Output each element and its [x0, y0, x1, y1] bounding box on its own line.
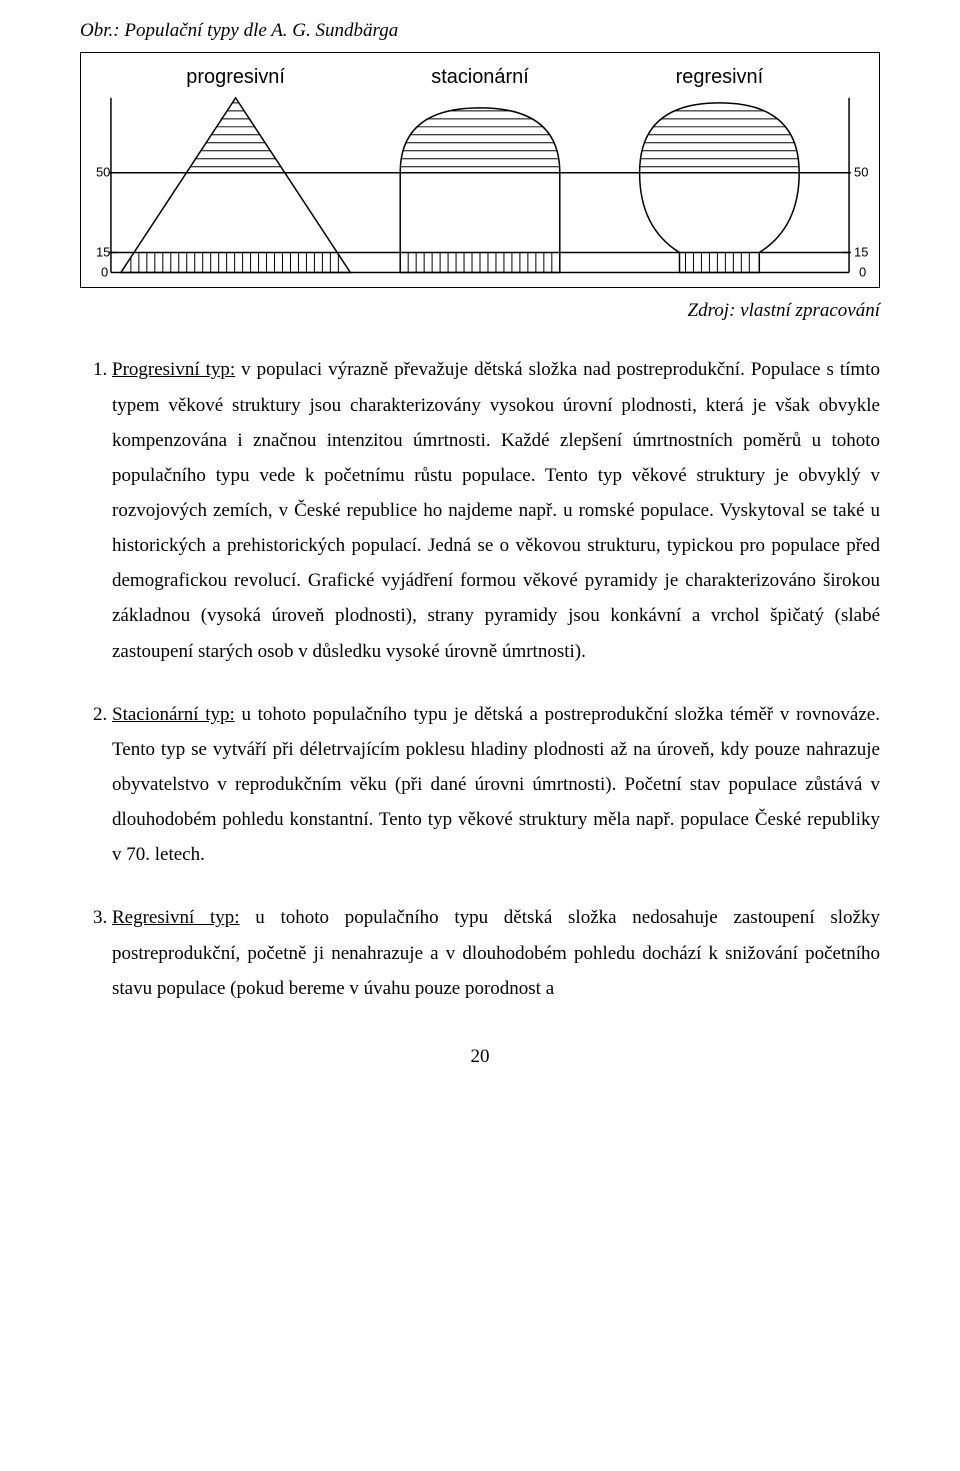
y-tick-0-right: 0: [859, 264, 866, 279]
item-1-title: Progresivní typ:: [112, 359, 235, 380]
shape-stacionarni: [390, 108, 570, 273]
label-stacionarni: stacionární: [431, 66, 529, 88]
shape-progresivni: [121, 98, 350, 273]
item-3-title: Regresivní typ:: [112, 907, 240, 928]
item-2-title: Stacionární typ:: [112, 704, 235, 725]
population-types-diagram: 50 15 0 50 15 0 progresivní stacionární …: [81, 53, 879, 287]
y-tick-50-left: 50: [96, 165, 110, 180]
source-line: Zdroj: vlastní zpracování: [80, 300, 880, 322]
y-tick-50-right: 50: [854, 165, 868, 180]
item-1-text: v populaci výrazně převažuje dětská slož…: [112, 359, 880, 661]
list-item-3: Regresivní typ: u tohoto populačního typ…: [112, 900, 880, 1005]
figure-caption: Obr.: Populační typy dle A. G. Sundbärga: [80, 20, 880, 42]
types-list: Progresivní typ: v populaci výrazně přev…: [80, 352, 880, 1005]
y-tick-0-left: 0: [101, 264, 108, 279]
shape-regresivni: [630, 103, 810, 273]
label-regresivni: regresivní: [676, 66, 764, 88]
label-progresivni: progresivní: [186, 66, 285, 88]
list-item-1: Progresivní typ: v populaci výrazně přev…: [112, 352, 880, 668]
item-2-text: u tohoto populačního typu je dětská a po…: [112, 704, 880, 866]
page-number: 20: [80, 1046, 880, 1068]
y-tick-15-right: 15: [854, 244, 868, 259]
diagram-container: 50 15 0 50 15 0 progresivní stacionární …: [80, 52, 880, 288]
list-item-2: Stacionární typ: u tohoto populačního ty…: [112, 697, 880, 873]
y-tick-15-left: 15: [96, 244, 110, 259]
